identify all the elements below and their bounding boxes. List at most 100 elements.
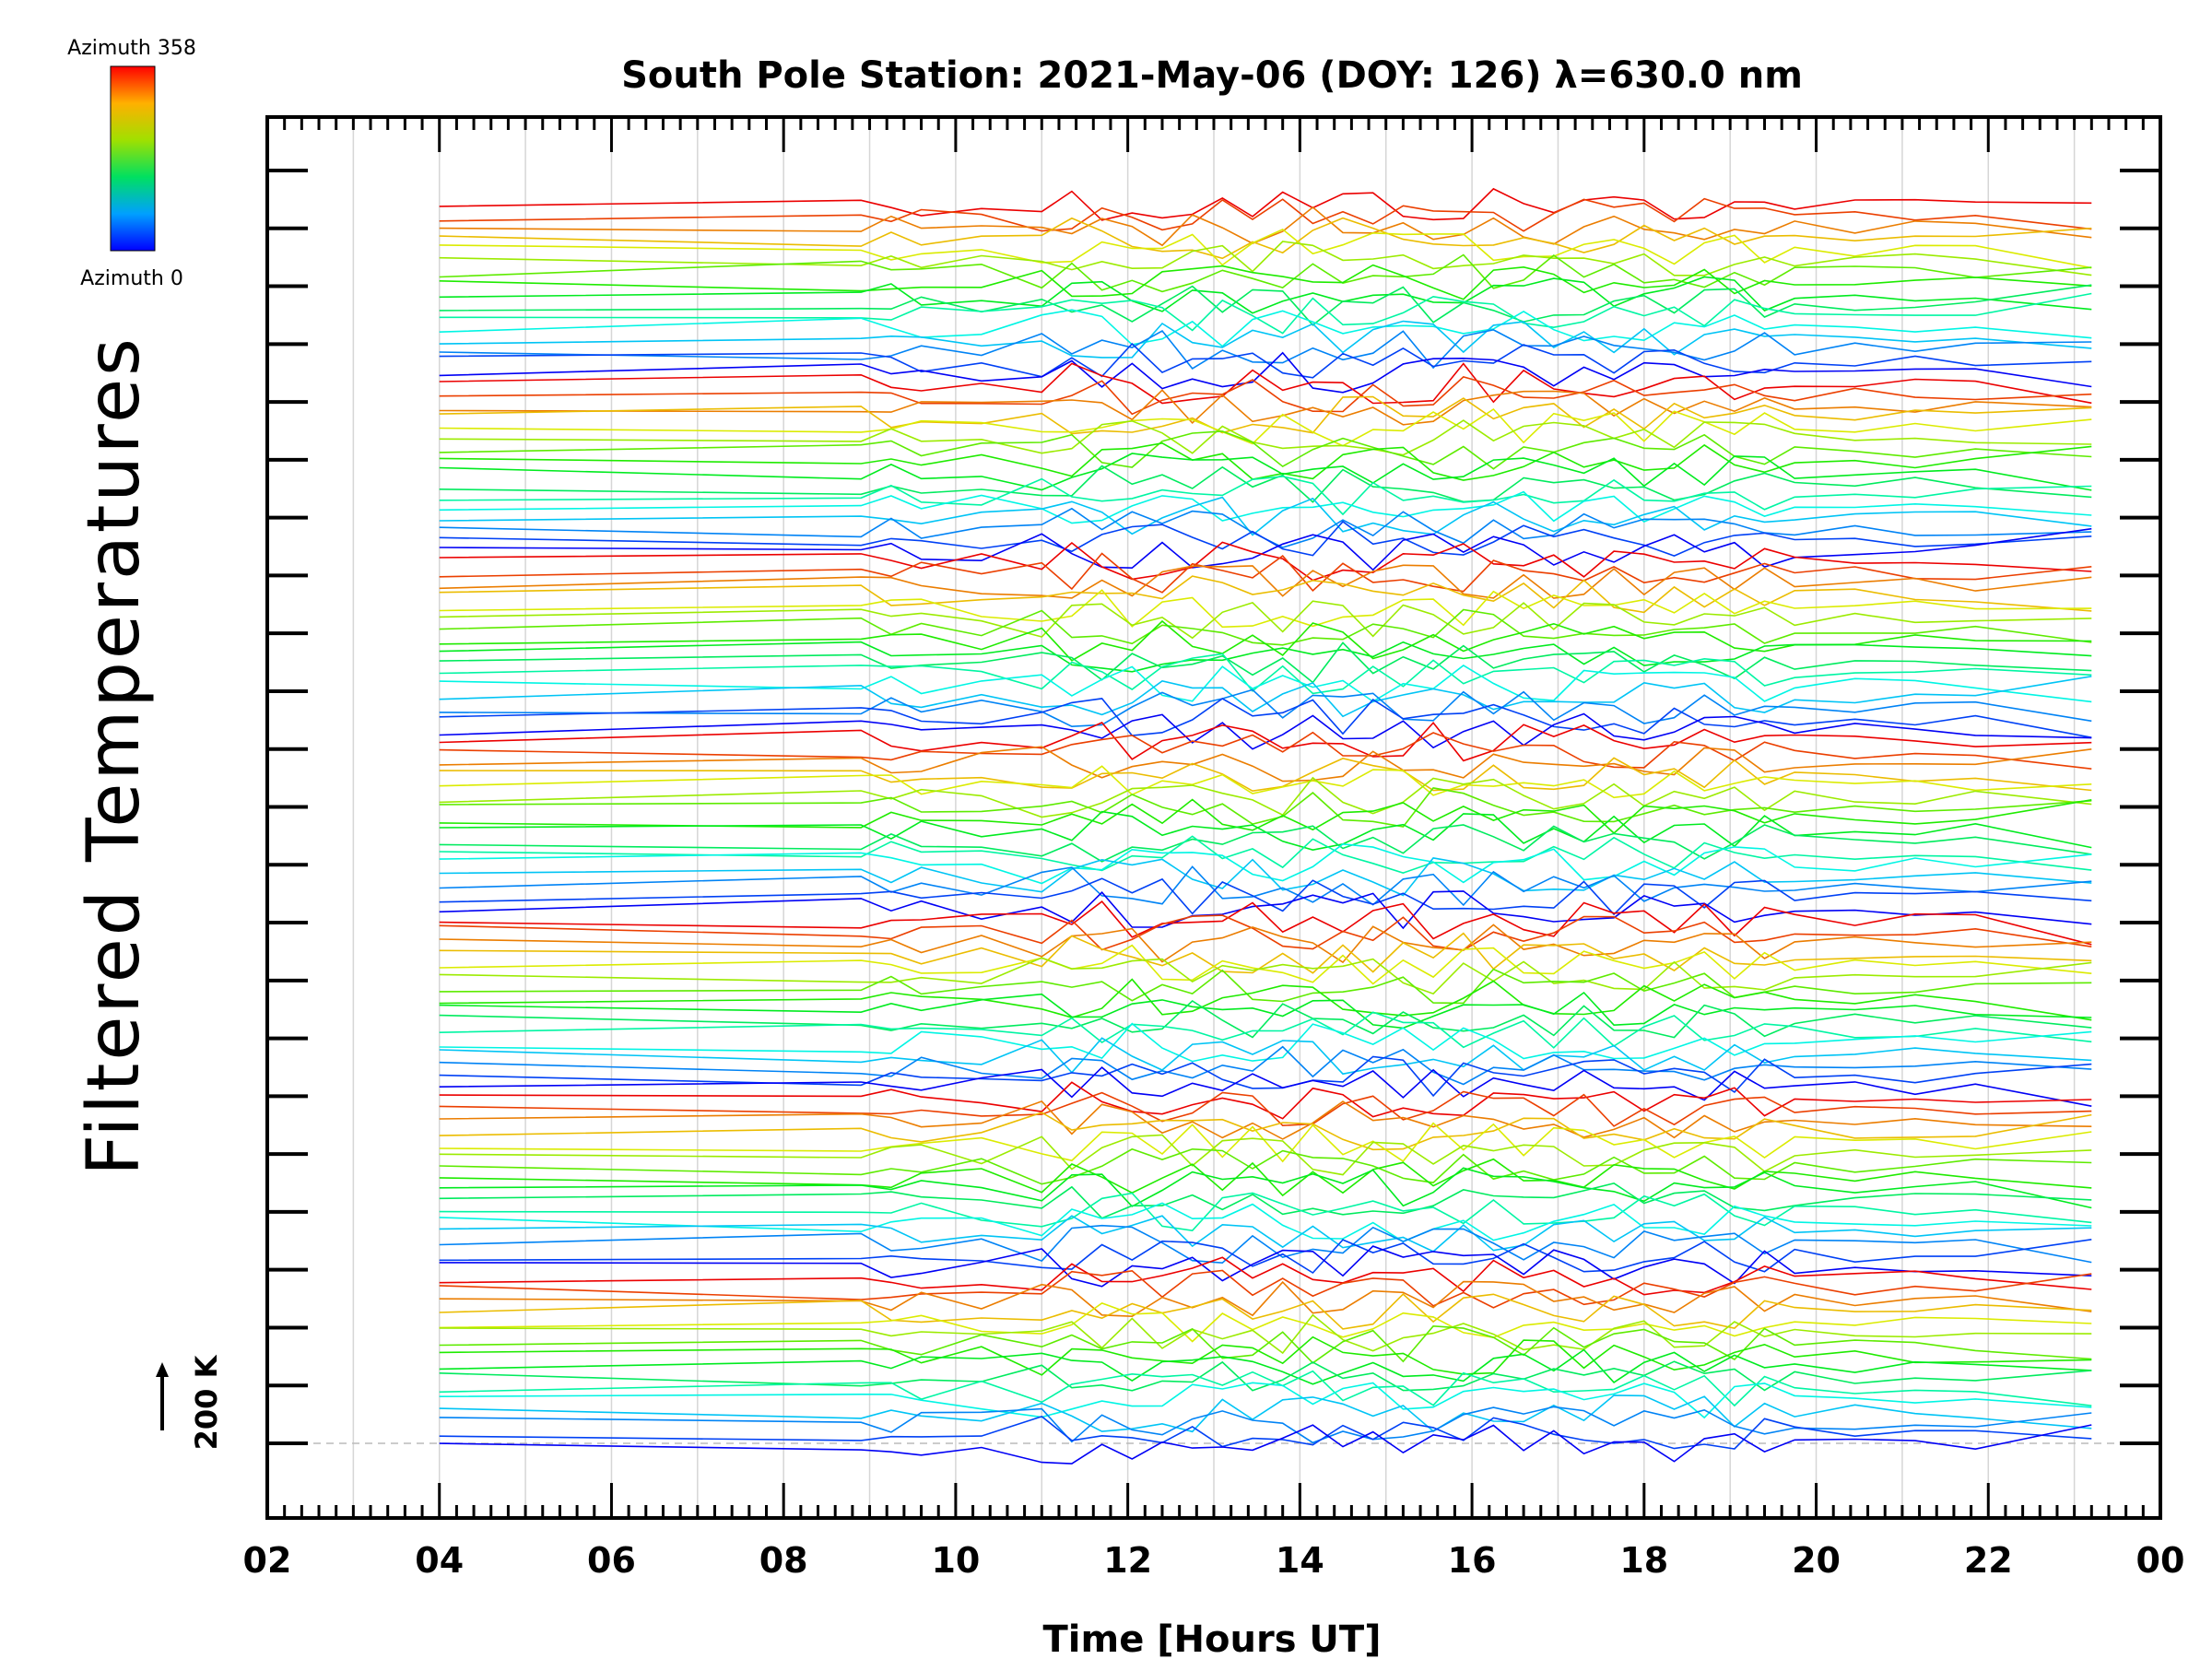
- series-line: [439, 641, 2092, 673]
- series-line: [439, 1158, 2092, 1197]
- series-line: [439, 1192, 2092, 1232]
- x-tick-label: 06: [587, 1540, 636, 1581]
- series-line: [439, 1313, 2092, 1355]
- series-line: [439, 1055, 2092, 1098]
- series-line: [439, 1134, 2092, 1176]
- series-line: [439, 1416, 2092, 1450]
- series-line: [439, 552, 2092, 594]
- series-line: [439, 999, 2092, 1039]
- series-layer: [439, 187, 2092, 1465]
- series-line: [439, 1245, 2092, 1288]
- series-line: [439, 835, 2092, 874]
- series-line: [439, 329, 2092, 370]
- series-line: [439, 564, 2092, 599]
- series-line: [439, 924, 2092, 964]
- series-line: [439, 746, 2092, 782]
- series-line: [439, 228, 2092, 269]
- x-tick-label: 10: [931, 1540, 980, 1581]
- series-line: [439, 1045, 2092, 1086]
- series-line: [439, 1292, 2092, 1330]
- chart-title: South Pole Station: 2021-May-06 (DOY: 12…: [621, 54, 1803, 97]
- colorbar: [110, 65, 156, 252]
- series-line: [439, 1394, 2092, 1433]
- series-line: [439, 968, 2092, 1005]
- series-line: [439, 1022, 2092, 1063]
- series-line: [439, 465, 2092, 503]
- series-line: [439, 575, 2092, 614]
- x-tick-label: 22: [1964, 1540, 2013, 1581]
- series-line: [439, 877, 2092, 916]
- series-line: [439, 187, 2092, 221]
- series-line: [439, 765, 2092, 799]
- series-line: [439, 798, 2092, 835]
- series-line: [439, 496, 2092, 536]
- series-line: [439, 284, 2092, 326]
- series-line: [439, 389, 2092, 426]
- x-tick-label: 08: [759, 1540, 808, 1581]
- series-line: [439, 376, 2092, 416]
- x-tick-label: 18: [1619, 1540, 1668, 1581]
- x-tick-label: 14: [1276, 1540, 1324, 1581]
- series-line: [439, 665, 2092, 703]
- x-tick-label: 02: [243, 1540, 292, 1581]
- series-line: [439, 507, 2092, 548]
- series-line: [439, 957, 2092, 995]
- x-tick-label: 16: [1448, 1540, 1497, 1581]
- series-line: [439, 541, 2092, 582]
- series-line: [439, 197, 2092, 232]
- series-line: [439, 600, 2092, 640]
- series-line: [439, 309, 2092, 347]
- series-line: [439, 1406, 2092, 1444]
- scale-bar-label: 200 K: [189, 1354, 224, 1450]
- series-line: [439, 1182, 2092, 1219]
- series-line: [439, 1224, 2092, 1265]
- series-line: [439, 932, 2092, 974]
- x-axis-label: Time [Hours UT]: [1043, 1618, 1382, 1659]
- series-line: [439, 441, 2092, 481]
- scale-bar-arrowhead: [156, 1362, 169, 1377]
- series-line: [439, 619, 2092, 662]
- series-line: [439, 490, 2092, 524]
- series-line: [439, 1324, 2092, 1364]
- series-line: [439, 810, 2092, 852]
- series-line: [439, 1066, 2092, 1107]
- series-line: [439, 914, 2092, 951]
- series-line: [439, 320, 2092, 359]
- series-line: [439, 1167, 2092, 1209]
- series-line: [439, 608, 2092, 646]
- series-line: [439, 978, 2092, 1021]
- series-line: [439, 641, 2092, 684]
- series-line: [439, 1302, 2092, 1343]
- series-line: [439, 757, 2092, 793]
- series-line: [439, 731, 2092, 770]
- series-line: [439, 1090, 2092, 1127]
- colorbar-bottom-label: Azimuth 0: [80, 267, 183, 290]
- series-line: [439, 1100, 2092, 1140]
- series-line: [439, 857, 2092, 897]
- series-line: [439, 527, 2092, 571]
- series-line: [439, 787, 2092, 828]
- series-line: [439, 865, 2092, 907]
- series-line: [439, 1348, 2092, 1385]
- series-line: [439, 1011, 2092, 1049]
- series-line: [439, 453, 2092, 491]
- axes-layer: 02 04 06 08 10 12 14 16 18 20 22 00: [243, 115, 2184, 1581]
- series-line: [439, 362, 2092, 405]
- series-line: [439, 890, 2092, 930]
- y-axis-label: Filtered Temperatures: [73, 335, 156, 1175]
- series-line: [439, 253, 2092, 293]
- series-line: [439, 395, 2092, 435]
- scale-bar: 200 K: [156, 1354, 224, 1450]
- series-line: [439, 276, 2092, 314]
- series-line: [439, 476, 2092, 516]
- series-line: [439, 1112, 2092, 1151]
- series-line: [439, 1360, 2092, 1392]
- series-line: [439, 842, 2092, 885]
- series-line: [439, 1147, 2092, 1185]
- series-line: [439, 1215, 2092, 1253]
- series-line: [439, 241, 2092, 276]
- series-line: [439, 589, 2092, 629]
- series-line: [439, 698, 2092, 738]
- series-line: [439, 900, 2092, 946]
